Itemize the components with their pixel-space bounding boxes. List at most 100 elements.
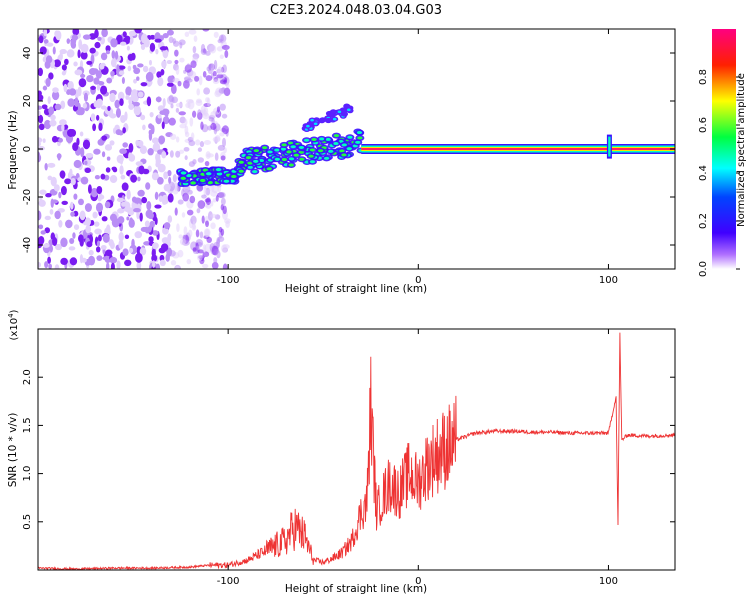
spectrogram-noise-blob: [197, 254, 203, 261]
spectrogram-noise-blob: [224, 50, 229, 59]
spectrogram-noise-blob: [120, 41, 127, 46]
spectrogram-noise-blob: [201, 194, 207, 199]
spectrogram-noise-blob: [140, 33, 148, 44]
spectrogram-noise-blob: [115, 34, 123, 45]
spectrogram-noise-blob: [197, 109, 202, 118]
spectrogram-track-core: [238, 160, 244, 164]
spectrogram-noise-blob: [43, 29, 48, 37]
spectrogram-noise-blob: [61, 123, 65, 132]
spectrogram-noise-blob: [184, 131, 190, 138]
spectrogram-noise-blob: [199, 231, 204, 239]
spectrogram-track-core: [266, 167, 272, 171]
spectrogram-noise-blob: [162, 116, 170, 125]
spectrogram-noise-blob: [221, 244, 228, 253]
spectrogram-noise-blob: [111, 50, 116, 59]
spectrogram-noise-blob: [83, 92, 89, 102]
spectrogram-noise-blob: [131, 196, 137, 203]
spectrogram-track-core: [298, 145, 305, 149]
spectrogram-track-core: [267, 150, 273, 154]
spectrogram-noise-blob: [47, 256, 51, 264]
spectrogram-noise-blob: [75, 109, 84, 116]
spectrogram-noise-blob: [172, 77, 180, 83]
spectrogram-noise-blob: [155, 48, 159, 55]
spectrogram-noise-blob: [50, 176, 57, 187]
spectrogram-noise-blob: [220, 204, 224, 211]
spectrogram-branch-core: [310, 118, 314, 122]
spectrogram-noise-blob: [128, 247, 134, 253]
spectrogram-noise-blob: [186, 78, 193, 83]
spectrogram-noise-blob: [38, 35, 44, 44]
spectrogram-track-core: [215, 168, 222, 172]
spectrogram-noise-blob: [94, 41, 101, 49]
spectrogram-noise-blob: [55, 30, 62, 41]
spectrogram-noise-blob: [200, 48, 208, 56]
snr-y-ticks: 0.5 1.0 1.5 2.0: [22, 369, 675, 530]
spectrogram-noise-blob: [186, 98, 194, 104]
spectrogram-noise-blob: [80, 43, 89, 54]
spectrogram-noise-blob: [186, 259, 192, 265]
spectrogram-noise-blob: [202, 112, 210, 120]
spectrogram-noise-blob: [193, 35, 198, 43]
spectrogram-noise-blob: [206, 153, 214, 158]
spectrogram-noise-blob: [73, 61, 78, 67]
spectrogram-noise-blob: [127, 65, 132, 72]
spectrogram-noise-blob: [149, 34, 156, 40]
spectrogram-noise-blob: [183, 146, 190, 152]
spectrogram-noise-blob: [65, 219, 73, 229]
spectrogram-noise-blob: [103, 174, 110, 181]
spectrogram-noise-blob: [175, 265, 180, 269]
spectrogram-noise-blob: [151, 172, 159, 181]
spectrogram-noise-blob: [210, 200, 214, 207]
spectrogram-noise-blob: [69, 257, 78, 266]
spectrogram-noise-blob: [85, 225, 92, 234]
spectrogram-track-core: [357, 136, 363, 140]
spectrogram-noise-blob: [93, 100, 99, 108]
spectrogram-branch-blob: [318, 118, 326, 124]
spectrogram-noise-blob: [117, 91, 125, 101]
spectrogram-noise-blob: [86, 74, 94, 83]
spectrogram-noise-blob: [44, 227, 51, 234]
spectrogram-noise-blob: [205, 220, 209, 228]
spectrogram-noise-blob: [198, 75, 203, 86]
spectrogram-noise-blob: [59, 49, 68, 55]
spectrogram-noise-blob: [181, 212, 186, 218]
spectrogram-noise-blob: [58, 137, 63, 143]
spectrogram-noise-blob: [61, 200, 68, 206]
spectrogram-noise-blob: [134, 231, 143, 239]
spectrogram-noise-blob: [51, 90, 60, 101]
spectrogram-noise-blob: [107, 105, 111, 112]
spectrogram-track-core: [262, 146, 268, 150]
snr-series-line: [38, 332, 675, 570]
spectrogram-noise-blob: [172, 40, 180, 47]
spectrogram-noise-blob: [222, 263, 228, 269]
colorbar-tick-label: 0.8: [698, 69, 709, 85]
spectrogram-noise-blob: [225, 83, 230, 89]
spectrogram-noise-blob: [78, 234, 84, 243]
spectrogram-noise-blob: [73, 193, 78, 200]
spectrogram-noise-blob: [155, 157, 161, 166]
spectrogram-noise-blob: [220, 197, 226, 206]
spectrogram-noise-blob: [136, 261, 142, 269]
spectrogram-noise-blob: [87, 184, 92, 194]
spectrogram-noise-blob: [174, 207, 178, 216]
spectrogram-noise-blob: [174, 49, 179, 57]
spectrogram-noise-blob: [59, 170, 66, 179]
spectrogram-noise-blob: [125, 94, 130, 100]
spectrogram-noise-blob: [205, 187, 211, 196]
spectrogram-noise-blob: [42, 85, 48, 91]
spectrogram-noise-blob: [38, 224, 44, 230]
spectrogram-noise-blob: [96, 185, 103, 195]
snr-y-tick-label: 0.5: [22, 514, 33, 530]
spectrogram-noise-blob: [38, 261, 42, 268]
spectrogram-noise-blob: [148, 131, 153, 141]
spectrogram-noise-blob: [38, 210, 42, 221]
spectrogram-noise-blob: [94, 174, 100, 180]
spectrogram-track-core: [288, 157, 295, 161]
spectrogram-noise-blob: [58, 219, 63, 228]
spectrogram-noise-blob: [219, 103, 226, 111]
spectrogram-noise-blob: [178, 149, 185, 154]
spectrogram-noise-blob: [213, 257, 218, 264]
spectrogram-noise-blob: [60, 100, 66, 110]
spectrogram-track-core: [247, 161, 253, 165]
spectrogram-noise-blob: [179, 57, 185, 63]
